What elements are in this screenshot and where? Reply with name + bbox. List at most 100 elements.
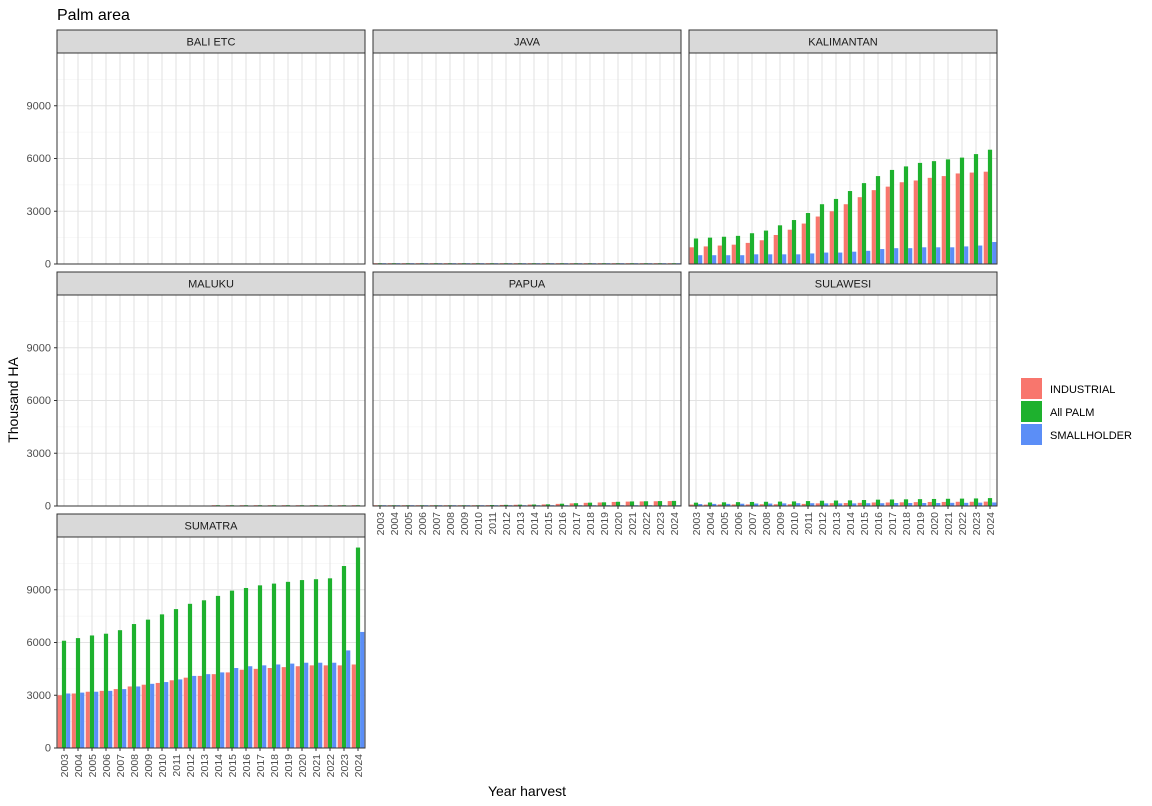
x-tick-label: 2009	[459, 512, 471, 536]
x-tick-label: 2020	[929, 512, 941, 536]
x-tick-label: 2003	[691, 512, 703, 536]
bar-all-palm	[861, 183, 867, 264]
bar-industrial	[899, 182, 904, 264]
bar-all-palm	[61, 640, 67, 748]
x-tick-label: 2005	[87, 754, 99, 778]
x-tick-label: 2013	[199, 754, 211, 778]
bar-all-palm	[243, 587, 249, 748]
x-tick-label: 2011	[171, 754, 183, 777]
bar-industrial	[689, 247, 694, 264]
bar-industrial	[569, 503, 574, 506]
bar-all-palm	[861, 500, 867, 506]
bar-all-palm	[707, 237, 713, 265]
facet-strip-label: KALIMANTAN	[808, 37, 878, 49]
bar-industrial	[281, 667, 286, 748]
bar-all-palm	[721, 502, 727, 506]
x-tick-label: 2004	[73, 754, 85, 778]
bar-industrial	[885, 502, 890, 506]
bar-all-palm	[693, 502, 699, 506]
bar-smallholder	[206, 674, 211, 748]
bar-smallholder	[346, 650, 351, 748]
y-tick-label: 6000	[27, 637, 51, 649]
x-tick-label: 2019	[915, 512, 927, 536]
bar-all-palm	[355, 547, 361, 748]
x-tick-label: 2007	[747, 512, 759, 536]
bar-industrial	[731, 244, 736, 264]
y-tick-label: 3000	[27, 448, 51, 460]
facet-panel: SUMATRA 0 3000 6000 9000 2003 2004 2005 2006 2007…	[27, 513, 366, 778]
bar-all-palm	[945, 159, 951, 264]
bar-all-palm	[103, 633, 109, 748]
y-tick-label: 9000	[27, 100, 51, 112]
bar-all-palm	[791, 220, 797, 264]
bar-industrial	[843, 503, 848, 506]
bar-smallholder	[332, 662, 337, 748]
bar-smallholder	[712, 503, 717, 506]
bar-smallholder	[66, 693, 71, 748]
bar-smallholder	[950, 502, 955, 506]
bar-industrial	[787, 504, 792, 506]
x-tick-label: 2012	[501, 512, 513, 536]
bar-all-palm	[671, 500, 677, 506]
bar-industrial	[857, 197, 862, 264]
x-tick-label: 2013	[515, 512, 527, 536]
facet-strip-label: JAVA	[514, 37, 541, 49]
y-axis-title: Thousand HA	[5, 357, 21, 443]
bar-all-palm	[847, 500, 853, 506]
bar-industrial	[597, 502, 602, 506]
bar-industrial	[773, 504, 778, 506]
panel-border	[372, 52, 682, 265]
bar-all-palm	[117, 630, 123, 748]
bar-all-palm	[643, 501, 649, 506]
bar-all-palm	[945, 498, 951, 506]
facet-panel: BALI ETC 0 3000 6000 9000	[27, 29, 366, 271]
bar-smallholder	[866, 250, 871, 264]
bar-industrial	[639, 501, 644, 506]
x-tick-label: 2021	[627, 512, 639, 536]
bar-industrial	[127, 686, 132, 748]
x-tick-label: 2014	[213, 754, 225, 778]
bar-industrial	[141, 684, 146, 748]
bar-all-palm	[763, 230, 769, 264]
bar-industrial	[927, 501, 932, 506]
bar-all-palm	[89, 635, 95, 748]
x-tick-label: 2023	[339, 754, 351, 778]
bar-all-palm	[707, 502, 713, 506]
bar-industrial	[885, 186, 890, 264]
bar-smallholder	[122, 689, 127, 748]
bar-industrial	[857, 502, 862, 506]
bar-smallholder	[698, 255, 703, 264]
bar-smallholder	[964, 246, 969, 264]
bar-all-palm	[749, 501, 755, 506]
bar-smallholder	[936, 503, 941, 506]
bar-all-palm	[875, 176, 881, 264]
bar-all-palm	[601, 502, 607, 506]
y-tick-label: 6000	[27, 153, 51, 165]
bar-all-palm	[159, 614, 165, 748]
bar-all-palm	[257, 585, 263, 748]
bar-smallholder	[276, 664, 281, 748]
bar-smallholder	[880, 503, 885, 506]
facet-strip-label: SUMATRA	[185, 521, 239, 533]
bar-industrial	[801, 223, 806, 264]
bar-all-palm	[573, 503, 579, 506]
bar-industrial	[309, 665, 314, 748]
x-tick-label: 2008	[445, 512, 457, 536]
bar-smallholder	[908, 503, 913, 506]
bar-industrial	[197, 675, 202, 748]
bar-industrial	[169, 680, 174, 748]
bar-industrial	[211, 674, 216, 748]
bar-industrial	[717, 245, 722, 264]
bar-all-palm	[545, 504, 551, 506]
bar-smallholder	[192, 675, 197, 748]
bar-industrial	[759, 504, 764, 506]
bar-smallholder	[810, 253, 815, 264]
bar-industrial	[337, 665, 342, 748]
y-tick-label: 3000	[27, 206, 51, 218]
bar-industrial	[773, 234, 778, 264]
bar-smallholder	[754, 503, 759, 506]
bar-all-palm	[131, 624, 137, 748]
bar-all-palm	[215, 595, 221, 748]
bar-all-palm	[517, 504, 523, 506]
